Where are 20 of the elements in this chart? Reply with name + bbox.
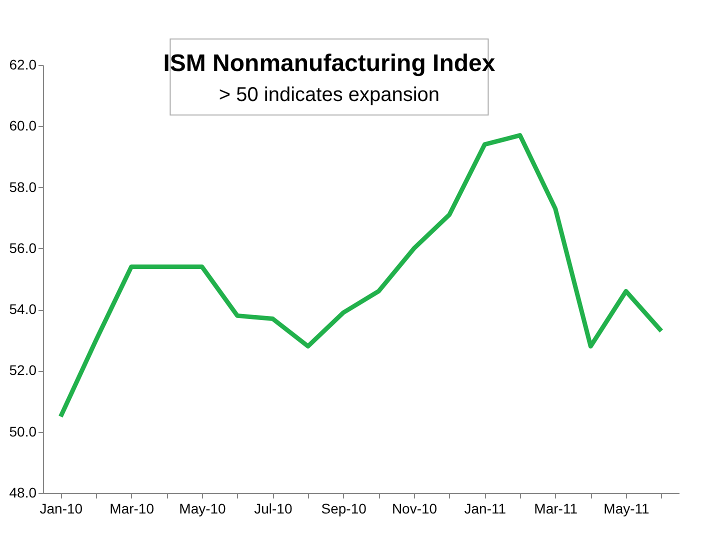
text: > 50 indicates expansion <box>218 84 440 106</box>
line-series <box>58 133 664 419</box>
y-tick-label: 60.0 <box>9 118 37 134</box>
chart-title: ISM Nonmanufacturing Index <box>163 50 496 77</box>
x-tick-label: May-11 <box>604 500 650 516</box>
y-tick-label: 56.0 <box>9 240 37 256</box>
y-tick-label: 50.0 <box>9 423 37 440</box>
x-tick-label: Jan-10 <box>40 500 83 516</box>
x-tick-label: Mar-11 <box>534 500 578 516</box>
y-tick-label: 48.0 <box>9 484 37 500</box>
y-tick-label: 62.0 <box>9 56 37 72</box>
y-tick-label: 54.0 <box>9 301 37 318</box>
x-tick-label: May-10 <box>179 500 226 516</box>
x-tick-label: Nov-10 <box>392 500 438 516</box>
x-tick-label: Jan-11 <box>464 500 506 516</box>
x-tick-label: Sep-10 <box>321 500 367 516</box>
x-tick-label: Mar-10 <box>110 500 154 516</box>
x-tick-label: Jul-10 <box>254 500 292 516</box>
y-tick-label: 52.0 <box>9 362 37 378</box>
y-tick-label: 58.0 <box>9 178 37 195</box>
